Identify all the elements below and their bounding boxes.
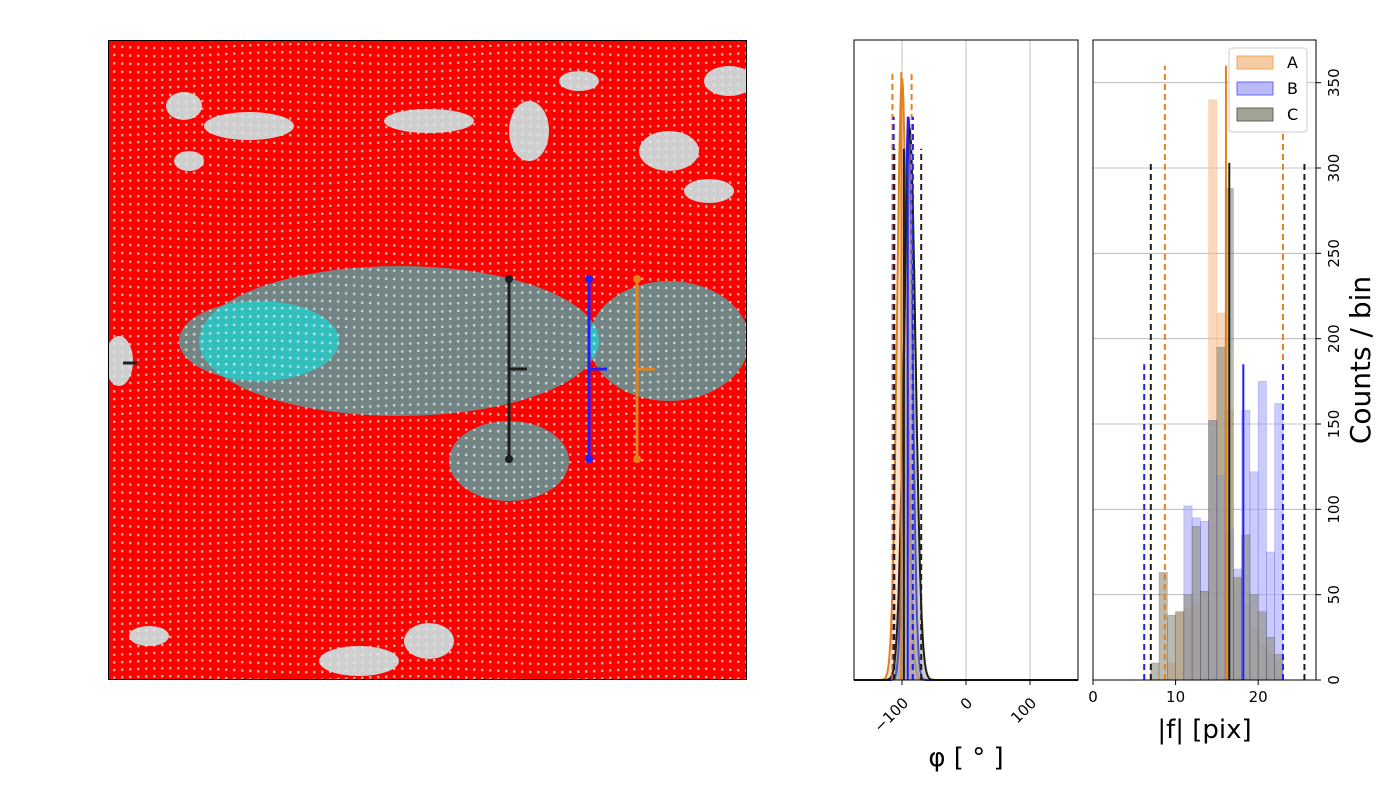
mag-ytick-label: 300 bbox=[1325, 154, 1343, 183]
phi-tick-label: 0 bbox=[957, 694, 976, 713]
mag-xtick-label: 0 bbox=[1088, 688, 1098, 706]
gray-region bbox=[166, 92, 202, 120]
vector-field-plot bbox=[109, 41, 746, 679]
mag-ytick-label: 0 bbox=[1325, 675, 1343, 685]
legend-label-A: A bbox=[1287, 53, 1298, 72]
mag-bar-C bbox=[1266, 637, 1276, 681]
mag-bar-C bbox=[1249, 594, 1259, 681]
mag-axes-frame bbox=[1092, 39, 1317, 681]
phi-tick-label: −100 bbox=[870, 694, 912, 736]
mag-bar-C bbox=[1257, 611, 1267, 681]
mag-bar-C bbox=[1175, 611, 1185, 681]
gray-region bbox=[384, 109, 474, 133]
gray-region bbox=[704, 66, 746, 96]
gray-region bbox=[109, 336, 133, 386]
legend-swatch-A bbox=[1236, 55, 1274, 70]
mag-xtick-label: 10 bbox=[1166, 688, 1185, 706]
phi-area-C bbox=[854, 129, 1078, 681]
gray-region bbox=[174, 151, 204, 171]
gray-region bbox=[404, 623, 454, 659]
profile-endpoint-A bbox=[633, 275, 641, 283]
cyan-region bbox=[199, 266, 599, 416]
mag-bar-C bbox=[1158, 572, 1168, 681]
profile-endpoint-A bbox=[633, 455, 641, 463]
mag-bar-C bbox=[1233, 577, 1242, 681]
profile-endpoint-B bbox=[585, 455, 593, 463]
mag-bar-C bbox=[1183, 594, 1193, 681]
mag-bar-C bbox=[1216, 346, 1226, 681]
phi-xlabel: φ [ ° ] bbox=[928, 743, 1003, 773]
mag-ylabel: Counts / bin bbox=[1344, 276, 1377, 444]
mag-bar-C bbox=[1274, 654, 1284, 681]
mag-bar-C bbox=[1150, 662, 1160, 681]
gray-region bbox=[509, 101, 549, 161]
mag-ytick-label: 250 bbox=[1325, 239, 1343, 268]
mag-bar-C bbox=[1191, 526, 1201, 681]
profile-endpoint-B bbox=[585, 275, 593, 283]
mag-ytick-label: 200 bbox=[1325, 324, 1343, 353]
legend: ABC bbox=[1228, 47, 1308, 133]
mag-xtick-label: 20 bbox=[1249, 688, 1268, 706]
gray-region bbox=[639, 131, 699, 171]
profile-endpoint-C bbox=[505, 275, 513, 283]
mag-bar-C bbox=[1208, 420, 1218, 681]
legend-label-B: B bbox=[1287, 79, 1298, 98]
mag-ytick-label: 50 bbox=[1325, 585, 1343, 604]
mag-ytick-label: 150 bbox=[1325, 410, 1343, 439]
legend-swatch-B bbox=[1236, 81, 1274, 96]
mag-ytick-label: 350 bbox=[1325, 68, 1343, 97]
mag-bar-C bbox=[1200, 590, 1209, 681]
phi-area-B bbox=[854, 116, 1078, 681]
mag-xlabel: |f| [pix] bbox=[1157, 715, 1251, 745]
mag-ytick-label: 100 bbox=[1325, 495, 1343, 524]
legend-swatch-C bbox=[1236, 107, 1274, 122]
mag-bar-C bbox=[1167, 614, 1176, 681]
phi-tick-label: 100 bbox=[1007, 694, 1040, 727]
mag-bar-B bbox=[1274, 403, 1284, 681]
profile-endpoint-C bbox=[505, 455, 513, 463]
vector-field-panel bbox=[108, 40, 747, 680]
gray-region bbox=[684, 179, 734, 203]
legend-label-C: C bbox=[1287, 105, 1298, 124]
